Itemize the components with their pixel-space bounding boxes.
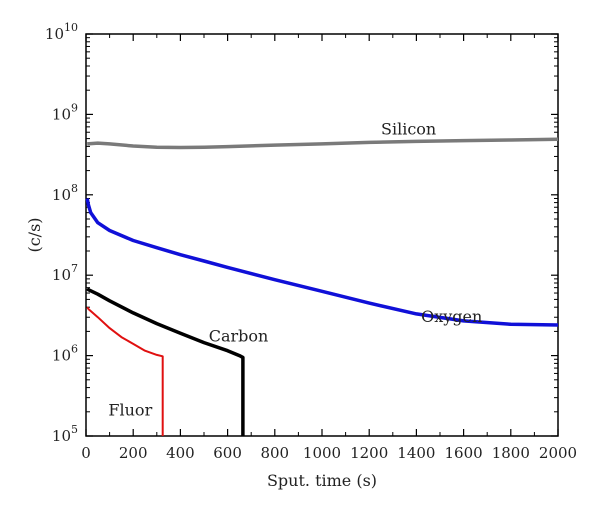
plot-frame [85, 33, 559, 437]
x-tick-label: 400 [166, 444, 195, 462]
series-label-silicon: Silicon [381, 120, 436, 139]
series-label-fluor: Fluor [108, 400, 152, 419]
x-tick-label: 800 [260, 444, 289, 462]
series-layer [85, 137, 559, 436]
y-tick-label: 106 [52, 343, 78, 365]
series-line-carbon [86, 287, 245, 436]
y-tick-label: 108 [52, 182, 78, 204]
series-line-silicon [87, 137, 559, 150]
series-label-carbon: Carbon [209, 326, 269, 345]
x-tick-label: 200 [119, 444, 148, 462]
y-tick-label: 105 [52, 423, 78, 445]
x-tick-label: 1400 [397, 444, 435, 462]
x-tick-label: 0 [81, 444, 91, 462]
x-tick-label: 1800 [492, 444, 530, 462]
series-labels: Silicon Oxygen Carbon Fluor [108, 120, 482, 420]
series-label-oxygen: Oxygen [421, 307, 482, 326]
x-axis-title: Sput. time (s) [267, 471, 377, 490]
x-tick-label: 2000 [539, 444, 577, 462]
x-tick-label: 1200 [350, 444, 388, 462]
y-tick-label: 107 [52, 262, 78, 284]
y-tick-label: 109 [52, 101, 78, 123]
series-line-oxygen [85, 198, 559, 327]
x-tick-label: 600 [213, 444, 242, 462]
y-tick-label: 1010 [45, 21, 78, 43]
x-tick-label: 1000 [303, 444, 341, 462]
x-tick-label: 1600 [445, 444, 483, 462]
y-axis-title: (c/s) [25, 217, 44, 252]
axis-ticks: 0 200 400 600 800 1000 1200 1400 1600 1800 2000 105… [45, 21, 577, 462]
series-line-fluor [86, 306, 164, 436]
